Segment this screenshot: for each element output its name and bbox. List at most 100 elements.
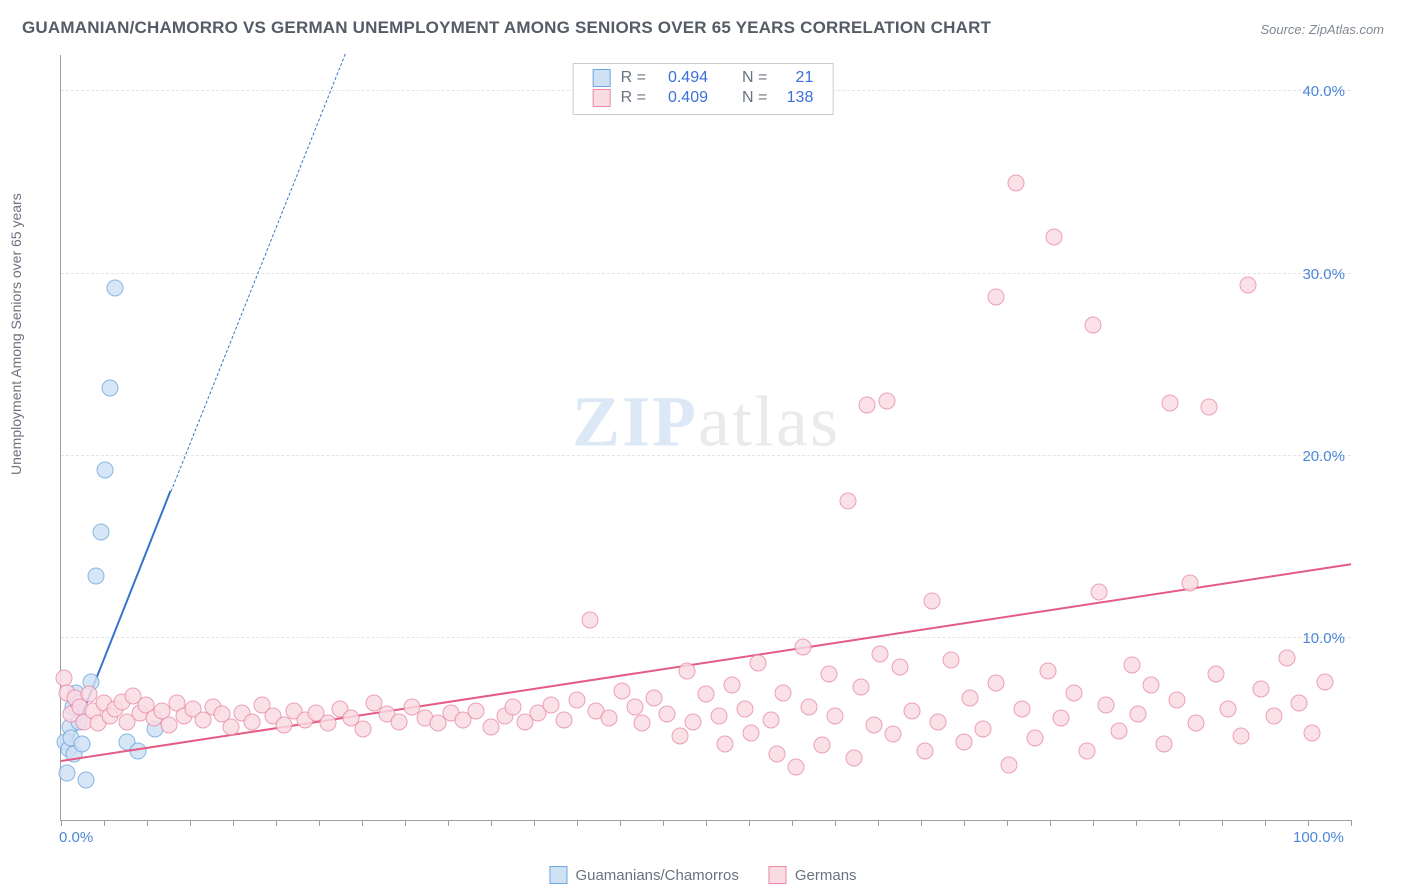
data-point [1026,730,1043,747]
data-point [878,393,895,410]
data-point [468,702,485,719]
series-legend: Guamanians/ChamorrosGermans [549,866,856,884]
x-tick [1050,820,1051,826]
x-tick [1007,820,1008,826]
data-point [320,715,337,732]
data-point [556,711,573,728]
legend-row: R =0.409N =138 [588,88,819,108]
x-tick [835,820,836,826]
data-point [846,750,863,767]
data-point [698,686,715,703]
legend-r-label: R = [616,68,651,88]
data-point [891,659,908,676]
watermark-zip: ZIP [572,382,698,462]
data-point [1291,695,1308,712]
data-point [1001,757,1018,774]
x-tick [706,820,707,826]
legend-swatch [769,866,787,884]
x-tick [276,820,277,826]
data-point [102,380,119,397]
x-tick [319,820,320,826]
data-point [504,699,521,716]
data-point [243,713,260,730]
data-point [1014,700,1031,717]
data-point [685,713,702,730]
data-point [820,666,837,683]
data-point [1046,229,1063,246]
x-tick [233,820,234,826]
watermark: ZIPatlas [572,381,840,464]
x-tick [491,820,492,826]
x-tick [1222,820,1223,826]
data-point [775,684,792,701]
data-point [581,611,598,628]
data-point [1181,575,1198,592]
data-point [710,708,727,725]
data-point [988,289,1005,306]
data-point [872,646,889,663]
data-point [762,711,779,728]
data-point [904,702,921,719]
x-tick [147,820,148,826]
data-point [865,717,882,734]
legend-swatch [593,69,611,87]
data-point [1220,700,1237,717]
data-point [794,638,811,655]
legend-row: R =0.494N =21 [588,68,819,88]
data-point [930,713,947,730]
scatter-plot-area: ZIPatlas 10.0%20.0%30.0%40.0%0.0%100.0% [60,55,1351,821]
data-point [988,675,1005,692]
data-point [1007,174,1024,191]
x-tick [1351,820,1352,826]
data-point [77,771,94,788]
data-point [659,706,676,723]
x-tick [663,820,664,826]
legend-swatch [593,89,611,107]
data-point [1162,394,1179,411]
data-point [633,715,650,732]
data-point [59,764,76,781]
data-point [543,697,560,714]
data-point [1039,662,1056,679]
y-tick-label: 30.0% [1302,266,1345,283]
trend-line [61,563,1351,762]
x-tick [921,820,922,826]
x-tick-label: 0.0% [59,829,93,846]
legend-swatch [549,866,567,884]
data-point [678,662,695,679]
data-point [601,710,618,727]
data-point [614,682,631,699]
x-tick [964,820,965,826]
data-point [717,735,734,752]
data-point [1207,666,1224,683]
data-point [1239,276,1256,293]
legend-item: Guamanians/Chamorros [549,866,738,884]
data-point [87,567,104,584]
source-attribution: Source: ZipAtlas.com [1260,22,1384,37]
data-point [1233,728,1250,745]
data-point [1188,715,1205,732]
data-point [943,651,960,668]
data-point [736,700,753,717]
x-tick [1136,820,1137,826]
data-point [1130,706,1147,723]
data-point [1265,708,1282,725]
data-point [1317,673,1334,690]
data-point [1252,680,1269,697]
data-point [917,742,934,759]
data-point [482,719,499,736]
data-point [723,677,740,694]
correlation-legend: R =0.494N =21R =0.409N =138 [573,63,834,115]
x-tick [1179,820,1180,826]
data-point [1304,724,1321,741]
data-point [923,593,940,610]
data-point [788,759,805,776]
legend-r-value: 0.409 [651,88,713,108]
gridline [61,637,1351,638]
y-axis-label: Unemployment Among Seniors over 65 years [8,193,24,475]
data-point [1065,684,1082,701]
legend-n-label: N = [737,68,772,88]
legend-label: Guamanians/Chamorros [575,867,738,884]
x-tick [749,820,750,826]
data-point [73,735,90,752]
